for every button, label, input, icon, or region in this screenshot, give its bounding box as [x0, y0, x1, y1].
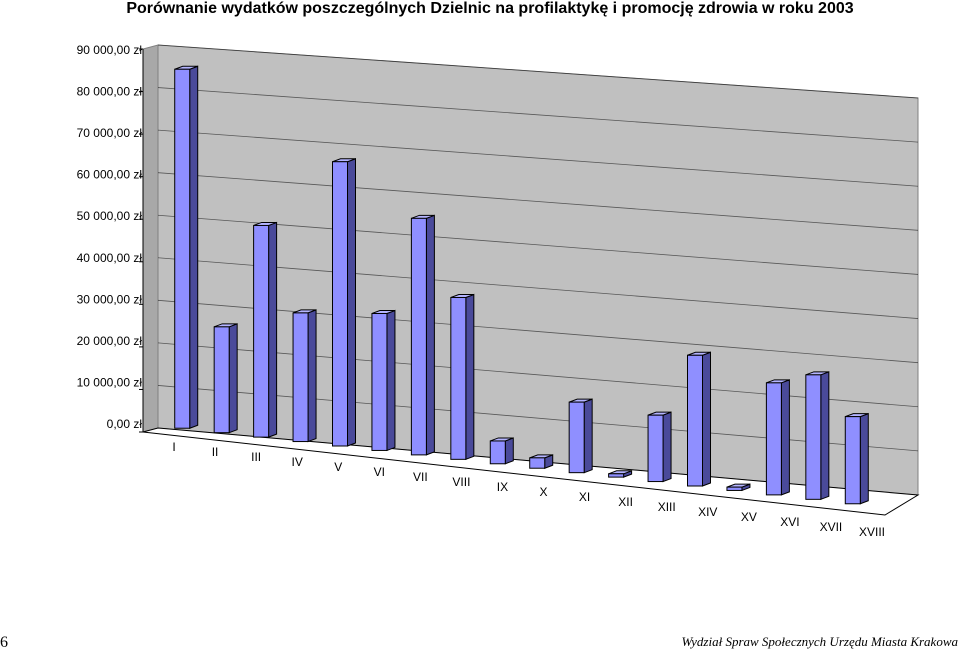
bar-side-face [465, 293, 475, 461]
y-tick-label: 80 000,00 zł [77, 85, 143, 99]
bar-XIV [687, 351, 711, 487]
x-tick-label: XVII [820, 520, 843, 534]
x-tick-label: IV [292, 455, 303, 469]
y-tick-label: 70 000,00 zł [77, 126, 143, 140]
bar-front-face [174, 68, 191, 429]
footer-text: Wydział Spraw Społecznych Urzędu Miasta … [681, 634, 958, 649]
bar-I [174, 65, 199, 429]
bar-XVI [765, 379, 790, 496]
gridline [157, 129, 919, 187]
y-tick-label: 40 000,00 zł [77, 251, 143, 265]
bar-front-face [726, 486, 743, 491]
bar-front-face [765, 382, 782, 496]
bar-V [332, 158, 356, 447]
bar-XI [568, 398, 593, 474]
gridlines [157, 44, 919, 452]
bar-XII [608, 470, 633, 478]
bar-VII [410, 214, 435, 456]
bar-side-face [662, 411, 672, 483]
bar-II [213, 323, 238, 434]
page-number: 6 [0, 634, 8, 651]
x-tick-label: VIII [452, 475, 470, 489]
x-tick-label: XVIII [859, 525, 885, 539]
x-tick-label: XI [579, 490, 590, 504]
bar-front-face [253, 224, 270, 438]
bar-front-face [292, 312, 309, 443]
bar-front-face [805, 374, 822, 500]
x-tick-label: X [540, 485, 548, 499]
bar-side-face [268, 221, 278, 438]
bar-front-face [647, 414, 664, 483]
x-tick-label: V [334, 460, 342, 474]
x-tick-label: VI [374, 465, 385, 479]
bar-III [253, 221, 278, 438]
bar-side-face [780, 379, 790, 496]
bar-front-face [371, 312, 388, 451]
bar-side-face [702, 351, 711, 487]
x-tick-label: XIV [698, 505, 717, 519]
bar-side-face [425, 214, 435, 456]
bar-front-face [410, 217, 427, 456]
chart-title: Porównanie wydatków poszczególnych Dziel… [126, 0, 854, 17]
bar-XIII [647, 411, 672, 483]
bar-front-face [568, 401, 585, 474]
y-tick-label: 90 000,00 zł [77, 43, 143, 57]
gridline [157, 299, 919, 364]
y-tick-label: 50 000,00 zł [77, 209, 143, 223]
bar-side-face [228, 323, 238, 434]
gridline [157, 44, 919, 99]
y-tick-label: 30 000,00 zł [77, 292, 143, 306]
x-tick-label: XIII [658, 500, 676, 514]
gridline [157, 257, 919, 319]
gridline [157, 87, 919, 143]
y-tick-label: 0,00 zł [107, 417, 143, 431]
x-tick-label: III [251, 450, 261, 464]
gridline [157, 172, 919, 231]
bar-front-face [450, 296, 467, 460]
y-tick-label: 10 000,00 zł [77, 375, 143, 389]
bar-side-face [820, 371, 830, 501]
bar-IX [489, 437, 514, 465]
y-axis: 0,00 zł 10 000,00 zł 20 000,00 zł 30 000,00… [77, 43, 144, 433]
y-tick-label: 60 000,00 zł [77, 168, 143, 182]
bar-front-face [489, 440, 506, 465]
bar-front-face [844, 416, 861, 505]
gridline [157, 214, 919, 275]
bar-front-face [529, 457, 546, 469]
bar-front-face [332, 161, 348, 447]
bar-XVII [805, 371, 830, 501]
bars [174, 65, 869, 505]
bar-front-face [608, 473, 625, 478]
gridline [157, 385, 919, 452]
y-tick-label: 20 000,00 zł [77, 334, 143, 348]
x-axis-labels: I II III IV V VI VII VIII IX X XI XII XIII XIV XV XVI XV… [172, 440, 885, 539]
gridline [157, 342, 919, 408]
side-wall-plane [142, 44, 159, 433]
bar-VI [371, 309, 396, 452]
x-tick-label: XVI [780, 515, 799, 529]
bar-side-face [189, 65, 199, 429]
bar-side-face [347, 158, 356, 447]
bar-front-face [687, 354, 703, 487]
bar-side-face [859, 412, 869, 505]
x-tick-label: II [212, 445, 219, 459]
bar-side-face [386, 309, 396, 452]
bar-XV [726, 483, 751, 492]
bar-VIII [450, 293, 475, 461]
bar-side-face [583, 398, 593, 474]
x-tick-label: I [172, 440, 175, 454]
x-tick-label: IX [497, 480, 508, 494]
bar-side-face [307, 309, 317, 443]
bar-X [529, 454, 554, 469]
x-tick-label: VII [413, 470, 428, 484]
bar-IV [292, 309, 317, 443]
bar-XVIII [844, 412, 869, 505]
x-tick-label: XII [618, 495, 633, 509]
x-tick-label: XV [741, 510, 757, 524]
bar-front-face [213, 326, 230, 434]
bar-side-face [504, 437, 514, 465]
